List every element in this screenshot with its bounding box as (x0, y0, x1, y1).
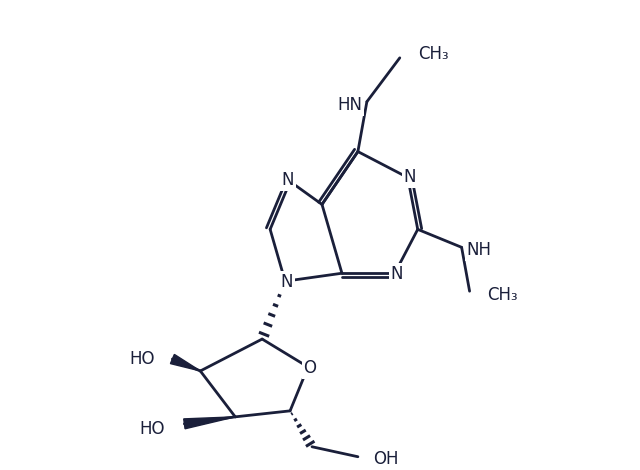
Text: CH₃: CH₃ (418, 45, 449, 63)
Polygon shape (184, 417, 236, 429)
Text: N: N (390, 265, 403, 283)
Text: CH₃: CH₃ (488, 286, 518, 304)
Text: N: N (281, 273, 293, 291)
Text: N: N (403, 167, 416, 186)
Text: O: O (303, 359, 317, 377)
Polygon shape (170, 354, 200, 371)
Text: OH: OH (373, 450, 398, 468)
Text: N: N (282, 172, 294, 189)
Text: HO: HO (139, 420, 164, 438)
Text: HO: HO (129, 350, 154, 368)
Text: NH: NH (467, 241, 492, 259)
Text: HN: HN (337, 96, 362, 114)
